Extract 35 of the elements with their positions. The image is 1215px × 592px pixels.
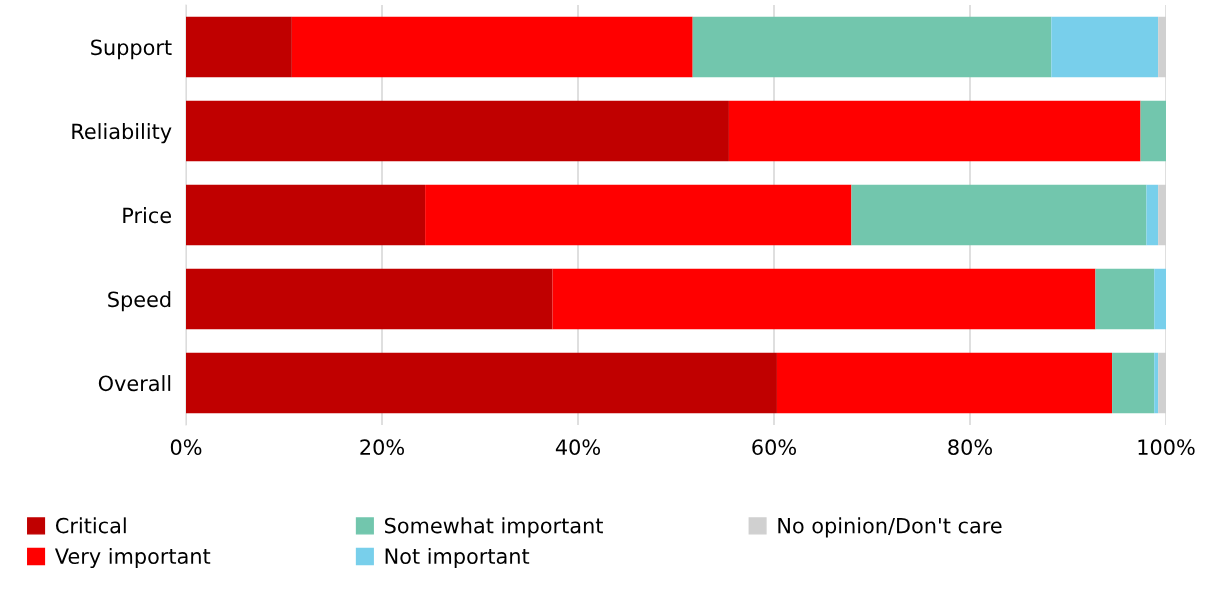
bar — [1051, 16, 1159, 78]
legend-label: Somewhat important — [385, 517, 603, 538]
y-tick-label: Speed — [108, 291, 171, 312]
x-tick-label: 100% — [1138, 439, 1195, 456]
bar — [1112, 352, 1155, 414]
x-tick-label: 40% — [555, 439, 600, 456]
bar — [186, 268, 553, 330]
x-tick-label: 20% — [360, 439, 404, 456]
bar — [776, 352, 1113, 414]
x-tick-label: 80% — [948, 439, 992, 456]
bar — [291, 16, 693, 78]
y-tick-label: Overall — [98, 375, 171, 392]
legend-label: Critical — [55, 517, 126, 534]
x-tick-label: 0% — [170, 439, 202, 456]
bar — [728, 100, 1141, 162]
legend-label: No opinion/Don't care — [778, 517, 1002, 538]
bar — [1154, 352, 1159, 414]
bar — [186, 16, 292, 78]
bar — [1154, 268, 1166, 330]
legend-label: Very important — [54, 547, 211, 569]
bar — [425, 184, 852, 246]
y-tick-label: Support — [91, 39, 172, 60]
y-tick-label: Price — [123, 207, 171, 224]
bar — [851, 184, 1147, 246]
bar — [692, 16, 1052, 78]
bar — [186, 184, 426, 246]
bar — [1140, 100, 1166, 162]
bar — [186, 352, 777, 414]
bar — [186, 100, 729, 162]
bar — [1146, 184, 1159, 246]
x-tick-label: 60% — [752, 439, 796, 456]
y-tick-label: Reliability — [72, 123, 172, 144]
bar — [552, 268, 1096, 330]
bar — [1095, 268, 1155, 330]
legend-label: Not important — [385, 547, 530, 569]
